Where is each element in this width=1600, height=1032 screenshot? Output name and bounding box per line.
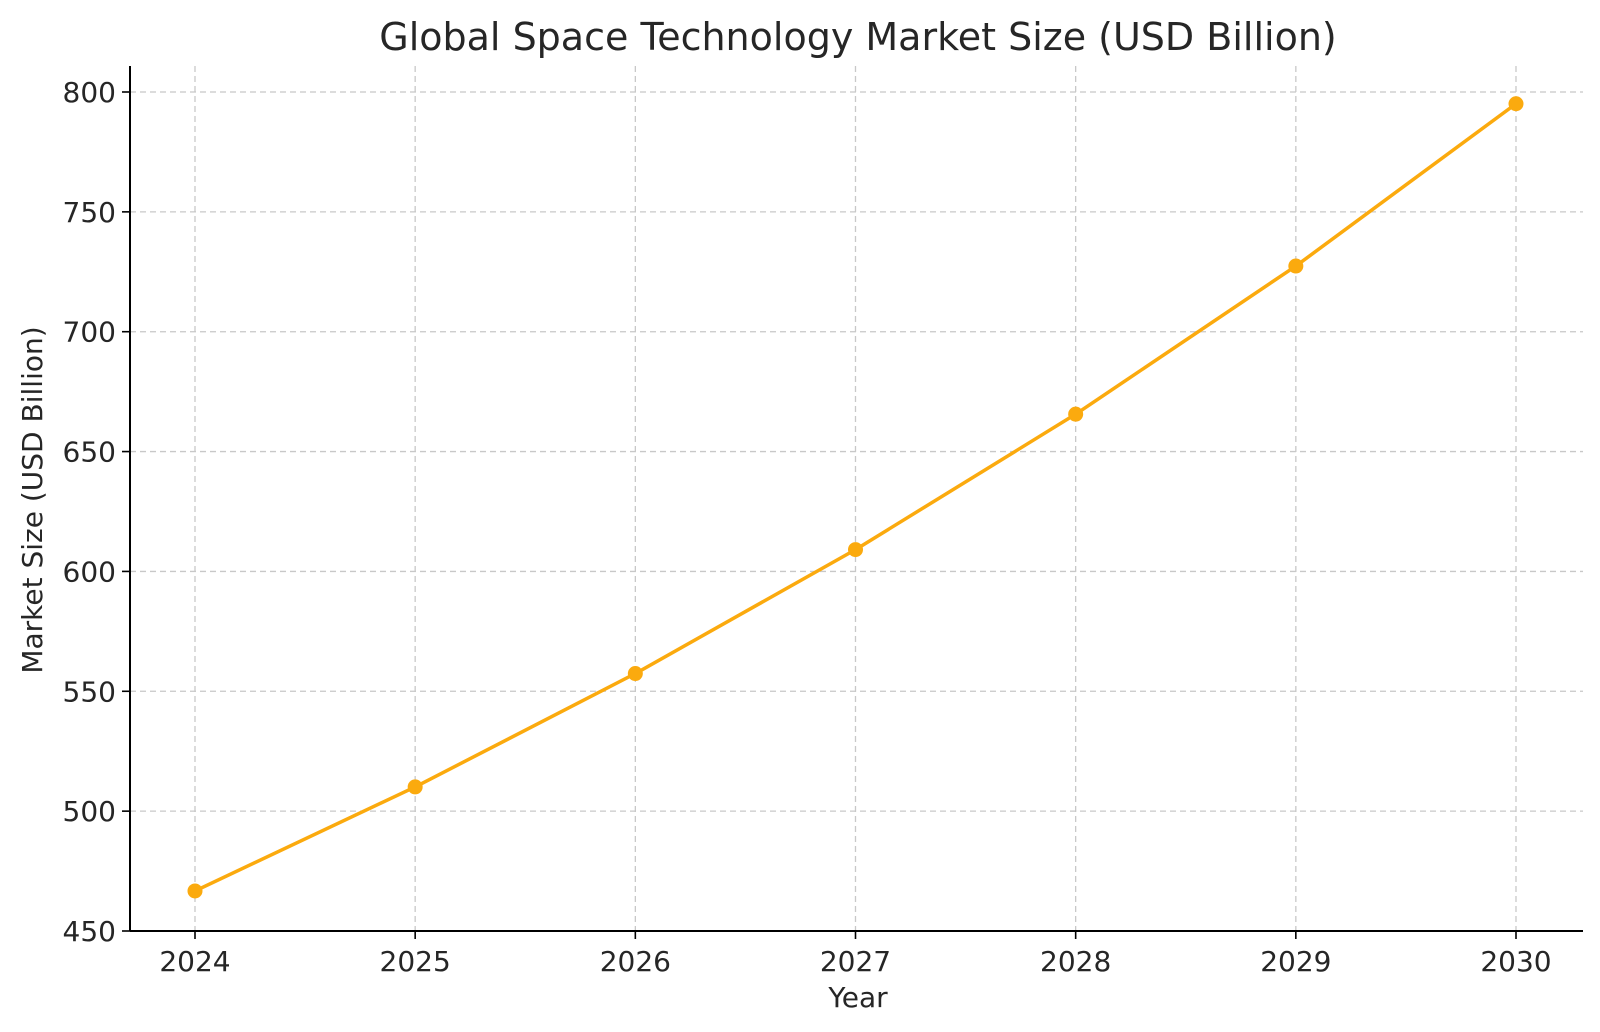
y-axis-ticks: 450 500 550 600 650 700 750 800 — [63, 76, 130, 948]
y-tick-label: 800 — [63, 76, 116, 109]
data-point — [848, 542, 863, 558]
x-axis-ticks: 2024 2025 2026 2027 2028 2029 2030 — [159, 931, 1552, 978]
data-point — [1068, 406, 1084, 422]
x-tick-label: 2027 — [820, 945, 891, 978]
data-point — [1288, 258, 1304, 274]
x-tick-label: 2024 — [159, 945, 230, 978]
y-tick-label: 600 — [63, 555, 116, 588]
y-tick-label: 650 — [63, 436, 116, 469]
x-tick-label: 2030 — [1480, 945, 1551, 978]
data-point — [1508, 96, 1524, 112]
data-point — [627, 666, 643, 682]
chart-title: Global Space Technology Market Size (USD… — [379, 15, 1336, 59]
y-tick-label: 700 — [63, 316, 116, 349]
x-tick-label: 2026 — [600, 945, 671, 978]
axes — [129, 66, 1583, 932]
data-point — [407, 779, 423, 795]
x-tick-label: 2029 — [1260, 945, 1331, 978]
x-axis-label: Year — [827, 981, 888, 1014]
data-point — [187, 883, 203, 899]
x-tick-label: 2028 — [1040, 945, 1111, 978]
y-tick-label: 450 — [63, 915, 116, 948]
y-tick-label: 550 — [63, 675, 116, 708]
y-axis-label: Market Size (USD Billion) — [16, 326, 49, 673]
x-tick-label: 2025 — [380, 945, 451, 978]
grid — [130, 66, 1583, 931]
y-tick-label: 500 — [63, 795, 116, 828]
series-layer — [187, 96, 1524, 899]
y-tick-label: 750 — [63, 196, 116, 229]
